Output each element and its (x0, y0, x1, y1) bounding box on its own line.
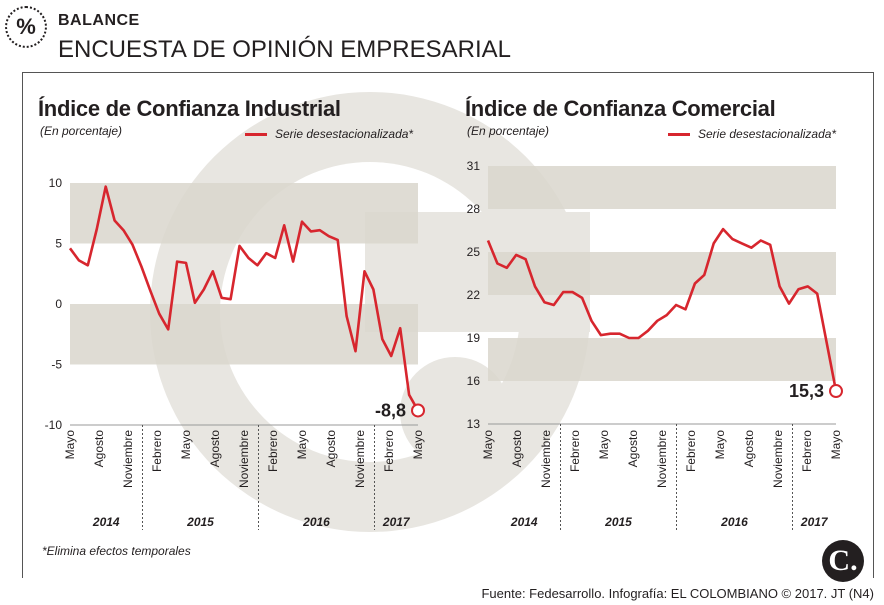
x-month-label: Agosto (324, 430, 338, 468)
content-frame (22, 72, 874, 578)
y-tick-label: 28 (467, 202, 481, 216)
y-tick-label: 16 (467, 374, 481, 388)
y-tick-label: 10 (49, 176, 63, 190)
x-month-label: Febrero (684, 430, 698, 472)
x-month-label: Noviembre (121, 430, 135, 488)
y-tick-label: -5 (51, 358, 62, 372)
x-month-label: Febrero (568, 430, 582, 472)
x-month-label: Mayo (597, 430, 611, 460)
y-tick-label: 0 (55, 297, 62, 311)
chart1-title: Índice de Confianza Industrial (38, 96, 341, 121)
x-month-label: Agosto (92, 430, 106, 468)
x-month-label: Febrero (266, 430, 280, 472)
y-tick-label: 19 (467, 331, 481, 345)
x-month-label: Febrero (150, 430, 164, 472)
year-label: 2014 (510, 515, 538, 529)
x-month-label: Mayo (829, 430, 843, 460)
last-value-label: -8,8 (375, 400, 406, 420)
band-0 (70, 183, 418, 244)
y-tick-label: 22 (467, 288, 481, 302)
x-month-label: Mayo (63, 430, 77, 460)
year-label: 2017 (382, 515, 411, 529)
x-month-label: Noviembre (539, 430, 553, 488)
last-point-marker (829, 384, 843, 399)
el-colombiano-logo: C. (822, 540, 864, 582)
last-value-label: 15,3 (789, 381, 824, 401)
year-label: 2017 (800, 515, 829, 529)
x-month-label: Mayo (411, 430, 425, 460)
chart2-title: Índice de Confianza Comercial (465, 96, 776, 121)
x-month-label: Mayo (295, 430, 309, 460)
year-label: 2016 (720, 515, 748, 529)
y-tick-label: 5 (55, 237, 62, 251)
x-month-label: Agosto (626, 430, 640, 468)
year-label: 2015 (604, 515, 632, 529)
x-month-label: Mayo (179, 430, 193, 460)
x-month-label: Agosto (510, 430, 524, 468)
y-tick-label: 31 (467, 159, 481, 173)
percent-badge-icon: % (5, 6, 47, 48)
year-label: 2015 (186, 515, 214, 529)
x-month-label: Noviembre (771, 430, 785, 488)
x-month-label: Mayo (713, 430, 727, 460)
chart1-subtitle: (En porcentaje) (40, 124, 123, 138)
y-tick-label: 25 (467, 245, 481, 259)
source-credit: Fuente: Fedesarrollo. Infografía: EL COL… (481, 586, 874, 601)
page-title: ENCUESTA DE OPINIÓN EMPRESARIAL (58, 36, 511, 63)
x-month-label: Noviembre (655, 430, 669, 488)
kicker: BALANCE (58, 12, 140, 29)
chart2-legend: Serie desestacionalizada* (668, 127, 836, 141)
x-month-label: Febrero (800, 430, 814, 472)
series-line (486, 227, 838, 392)
footnote: *Elimina efectos temporales (42, 544, 191, 558)
chart2-subtitle: (En porcentaje) (467, 124, 550, 138)
x-month-label: Noviembre (353, 430, 367, 488)
year-label: 2016 (302, 515, 330, 529)
band-2 (488, 338, 836, 381)
last-point-marker (411, 403, 425, 418)
band-1 (488, 252, 836, 295)
series-line (68, 185, 420, 412)
x-month-label: Agosto (208, 430, 222, 468)
x-month-label: Febrero (382, 430, 396, 472)
y-tick-label: 13 (467, 417, 481, 431)
x-month-label: Mayo (481, 430, 495, 460)
x-month-label: Agosto (742, 430, 756, 468)
year-label: 2014 (92, 515, 120, 529)
x-month-label: Noviembre (237, 430, 251, 488)
chart1-legend: Serie desestacionalizada* (245, 127, 413, 141)
band-0 (488, 166, 836, 209)
y-tick-label: -10 (45, 418, 63, 432)
